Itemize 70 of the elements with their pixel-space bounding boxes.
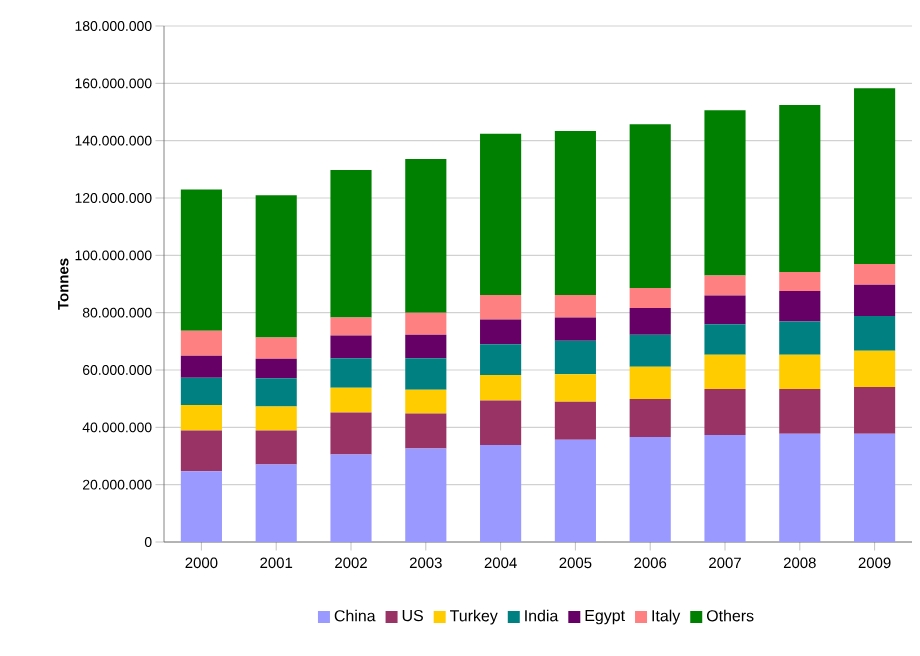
bar [779, 388, 821, 434]
bar [480, 374, 522, 401]
bar [854, 433, 896, 542]
bar [854, 284, 896, 317]
bar [704, 110, 746, 276]
bar [629, 288, 671, 309]
bar [255, 464, 297, 542]
bar [629, 124, 671, 289]
bar [629, 334, 671, 367]
bar [779, 321, 821, 355]
bar [405, 334, 447, 359]
bar [554, 340, 596, 375]
bar [255, 406, 297, 431]
bar [405, 358, 447, 390]
bar [480, 294, 522, 320]
bar [330, 412, 372, 455]
bar [480, 400, 522, 446]
bar [180, 355, 222, 378]
bar [330, 169, 372, 318]
bar [255, 378, 297, 407]
bar [180, 430, 222, 472]
bar [704, 435, 746, 542]
bar [554, 294, 596, 318]
bar [704, 354, 746, 389]
bar [629, 308, 671, 335]
bar [480, 344, 522, 375]
bar [779, 354, 821, 389]
bar [180, 189, 222, 331]
bar [629, 366, 671, 399]
bar [330, 335, 372, 359]
bar [629, 437, 671, 542]
bar [854, 88, 896, 264]
bar [405, 159, 447, 313]
bar [704, 388, 746, 436]
bar [330, 454, 372, 542]
bar [330, 387, 372, 413]
bar [405, 448, 447, 542]
bar [779, 271, 821, 291]
bar [255, 358, 297, 379]
bar [779, 290, 821, 322]
bar [629, 398, 671, 438]
bar [704, 295, 746, 325]
bar [330, 358, 372, 388]
bar [405, 413, 447, 449]
bar [330, 317, 372, 336]
bar [554, 317, 596, 341]
bar [180, 330, 222, 356]
bar [779, 433, 821, 542]
bar [405, 389, 447, 414]
bar [854, 316, 896, 351]
bar [180, 404, 222, 431]
bar [854, 350, 896, 387]
bar [180, 471, 222, 542]
bar [480, 319, 522, 345]
bar [779, 105, 821, 272]
bar [255, 337, 297, 359]
bar [480, 133, 522, 295]
bar [554, 439, 596, 542]
bar [255, 195, 297, 338]
bar [480, 445, 522, 542]
bar [854, 386, 896, 434]
bar [554, 374, 596, 402]
bar [704, 275, 746, 296]
bar [554, 130, 596, 295]
bar [180, 377, 222, 405]
bar [554, 401, 596, 440]
bar [854, 263, 896, 285]
bar [405, 312, 447, 335]
bar [704, 324, 746, 355]
bar [255, 430, 297, 465]
